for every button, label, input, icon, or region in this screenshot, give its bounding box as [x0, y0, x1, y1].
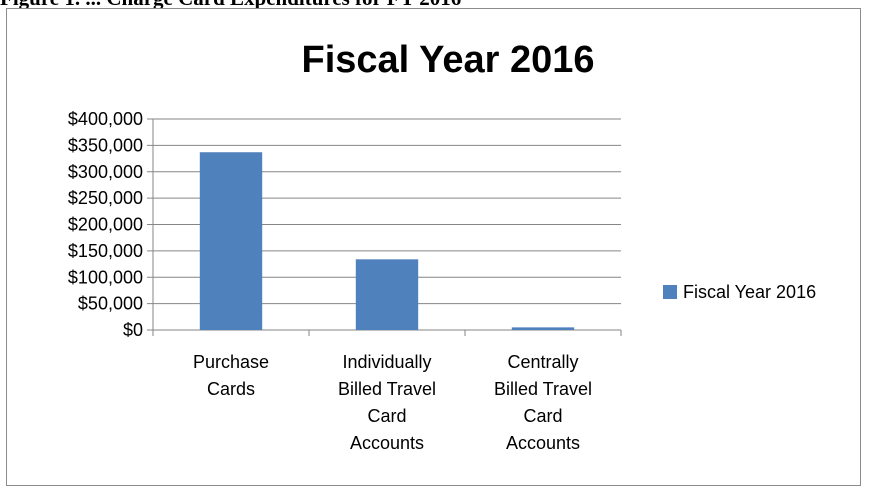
y-tick-label: $350,000: [68, 135, 143, 155]
legend: Fiscal Year 2016: [663, 282, 816, 302]
legend-swatch: [663, 285, 677, 299]
bar: [511, 327, 575, 330]
figure-heading: Figure 1. ... Charge Card Expenditures f…: [0, 0, 869, 10]
y-tick-label: $0: [123, 320, 143, 340]
x-tick-label: Individually Billed Travel Card Accounts: [338, 352, 436, 453]
y-tick-label: $200,000: [68, 215, 143, 235]
y-tick-label: $250,000: [68, 188, 143, 208]
y-tick-label: $50,000: [78, 294, 143, 314]
x-tick-label: Centrally Billed Travel Card Accounts: [494, 352, 592, 453]
x-axis: Purchase Cards Individually Billed Travel Ca…: [152, 329, 622, 453]
chart-frame: [6, 8, 861, 486]
y-axis: $0 $50,000 $100,000 $150,000 $200,000 $250,00…: [68, 109, 154, 340]
y-tick-label: $150,000: [68, 241, 143, 261]
bar: [199, 152, 263, 330]
x-tick-label: Purchase Cards: [193, 352, 269, 399]
bars: [199, 152, 575, 330]
legend-label: Fiscal Year 2016: [683, 282, 816, 302]
y-tick-label: $300,000: [68, 162, 143, 182]
chart-title: Fiscal Year 2016: [302, 39, 595, 81]
bar: [355, 259, 419, 330]
y-tick-label: $100,000: [68, 267, 143, 287]
y-tick-label: $400,000: [68, 109, 143, 129]
